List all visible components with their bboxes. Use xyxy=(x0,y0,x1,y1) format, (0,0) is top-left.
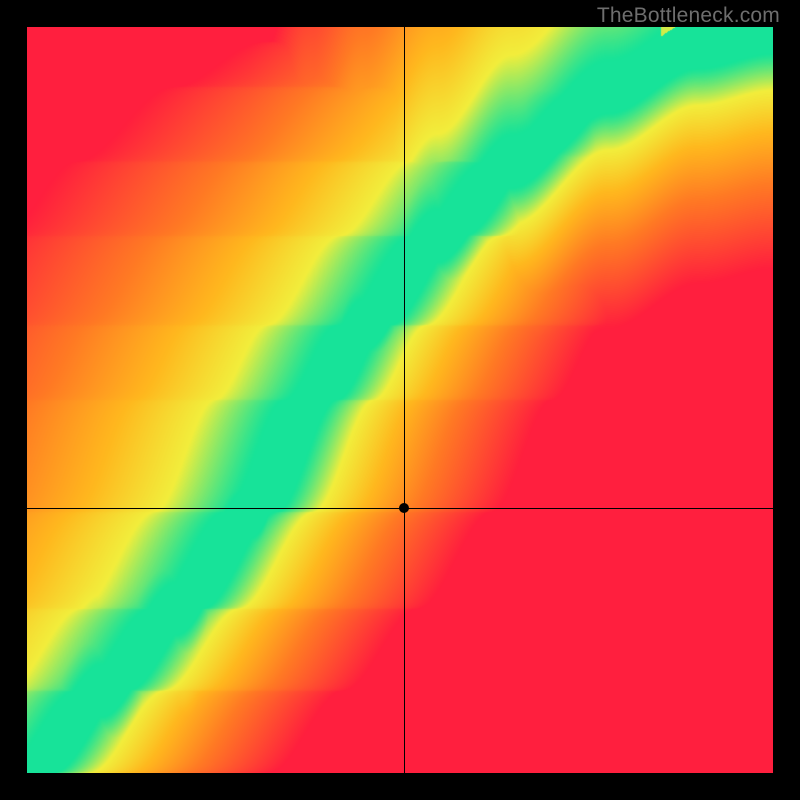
heatmap-plot-area xyxy=(27,27,773,773)
heatmap-canvas xyxy=(27,27,773,773)
chart-container: TheBottleneck.com xyxy=(0,0,800,800)
marker-point xyxy=(399,503,409,513)
watermark-text: TheBottleneck.com xyxy=(597,4,780,28)
crosshair-vertical xyxy=(404,27,405,773)
